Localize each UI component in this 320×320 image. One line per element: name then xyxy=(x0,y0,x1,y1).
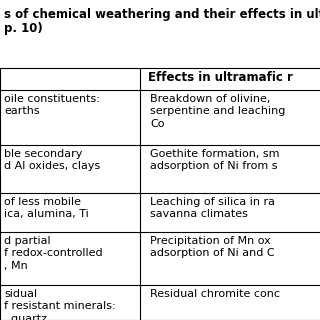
Text: Goethite formation, sm
adsorption of Ni from s: Goethite formation, sm adsorption of Ni … xyxy=(150,149,279,172)
Text: sidual
f resistant minerals:
, quartz: sidual f resistant minerals: , quartz xyxy=(4,289,116,320)
Text: d partial
f redox-controlled
, Mn: d partial f redox-controlled , Mn xyxy=(4,236,103,271)
Text: Leaching of silica in ra
savanna climates: Leaching of silica in ra savanna climate… xyxy=(150,197,275,220)
Text: of less mobile
ica, alumina, Ti: of less mobile ica, alumina, Ti xyxy=(4,197,89,220)
Text: Residual chromite conc: Residual chromite conc xyxy=(150,289,280,299)
Text: Breakdown of olivine,
serpentine and leaching
Co: Breakdown of olivine, serpentine and lea… xyxy=(150,94,285,129)
Text: p. 10): p. 10) xyxy=(4,22,43,35)
Text: Effects in ultramafic r: Effects in ultramafic r xyxy=(148,71,293,84)
Text: oile constituents:
earths: oile constituents: earths xyxy=(4,94,100,116)
Text: Precipitation of Mn ox
adsorption of Ni and C: Precipitation of Mn ox adsorption of Ni … xyxy=(150,236,275,259)
Text: ble secondary
d Al oxides, clays: ble secondary d Al oxides, clays xyxy=(4,149,100,172)
Text: s of chemical weathering and their effects in ultramafi: s of chemical weathering and their effec… xyxy=(4,8,320,21)
